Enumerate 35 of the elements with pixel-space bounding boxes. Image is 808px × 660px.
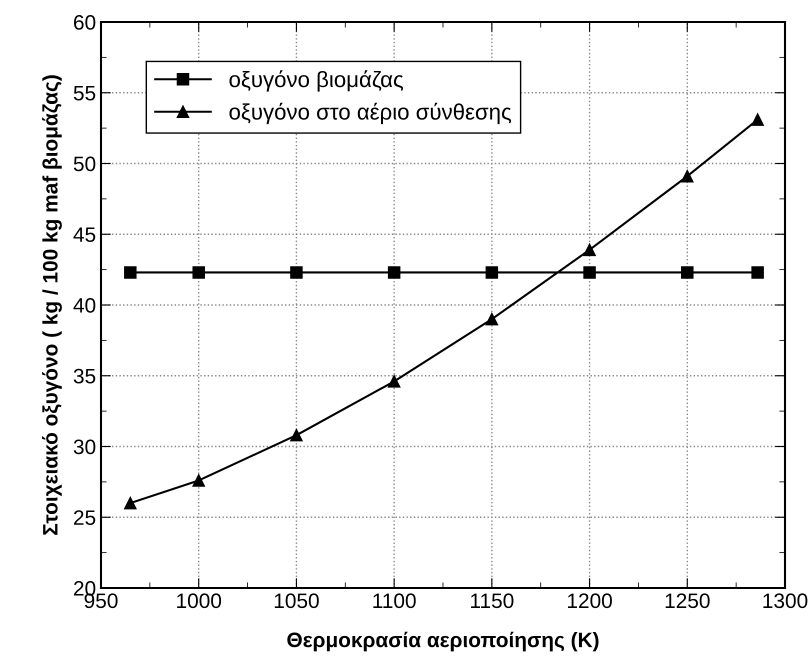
point [583,266,596,279]
point [388,266,400,279]
y-tick-label: 25 [74,510,96,526]
y-tick-label: 40 [73,298,96,313]
legend-label: οξυγόνο βιομάζας [229,70,404,92]
point [751,113,764,126]
x-tick-label: 1000 [177,593,222,608]
point [486,312,498,326]
x-tick-label: 1200 [568,593,612,608]
x-tick-label: 1100 [373,593,416,608]
x-tick-label: 1250 [666,593,710,608]
legend-label: οξυγόνο στο αέριο σύνθεσης [229,102,512,124]
point [681,170,694,182]
point [290,428,303,442]
y-tick-label: 45 [73,227,96,242]
point [681,266,694,279]
y-tick-label: 55 [74,86,96,101]
y-tick-label: 35 [74,368,96,384]
x-tick-label: 1300 [763,593,808,608]
y-tick-label: 50 [74,156,96,172]
y-tick-label: 30 [74,440,96,454]
point [290,266,303,279]
point [192,474,205,487]
point [124,496,137,510]
point [192,266,205,279]
point [486,266,498,279]
point [583,244,596,256]
x-tick-label: 1150 [471,593,514,608]
y-axis-title: Στοιχειακό οξυγόνο ( kg / 100 kg maf βιομάζας) [42,75,62,535]
point [751,266,764,279]
x-axis-title: Θερμοκρασία αεριοποίησης (K) [287,632,598,652]
x-tick-label: 1050 [274,593,319,608]
point [124,266,137,279]
y-tick-label: 60 [74,15,96,30]
point [388,375,400,388]
